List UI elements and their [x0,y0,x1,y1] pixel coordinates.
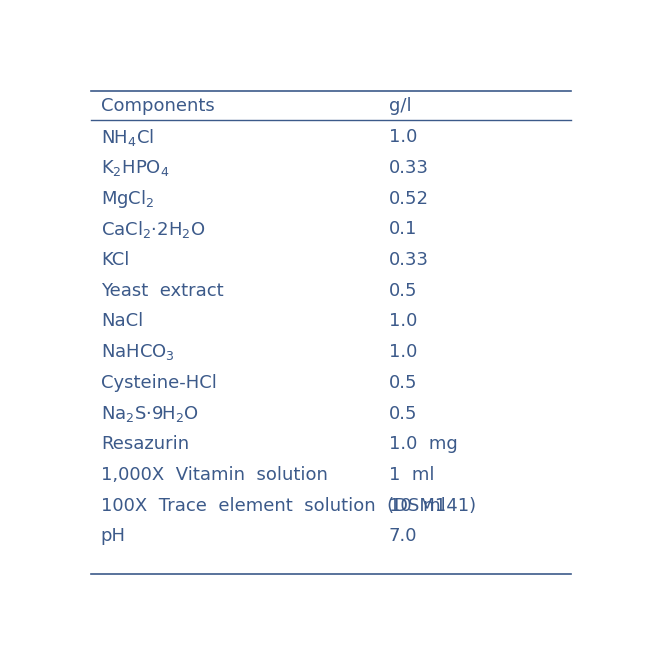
Text: CaCl$_2$·2H$_2$O: CaCl$_2$·2H$_2$O [101,219,205,240]
Text: 7.0: 7.0 [389,527,417,546]
Text: Cysteine-HCl: Cysteine-HCl [101,374,216,392]
Text: NH$_4$Cl: NH$_4$Cl [101,126,154,148]
Text: MgCl$_2$: MgCl$_2$ [101,187,154,210]
Text: 1.0: 1.0 [389,128,417,146]
Text: 1.0: 1.0 [389,312,417,331]
Text: 0.33: 0.33 [389,159,429,177]
Text: 0.33: 0.33 [389,251,429,269]
Text: 1.0: 1.0 [389,343,417,361]
Text: 1.0  mg: 1.0 mg [389,436,457,453]
Text: 0.52: 0.52 [389,189,429,208]
Text: Yeast  extract: Yeast extract [101,282,224,299]
Text: NaCl: NaCl [101,312,143,331]
Text: 1,000X  Vitamin  solution: 1,000X Vitamin solution [101,466,328,484]
Text: 100X  Trace  element  solution  (DSM141): 100X Trace element solution (DSM141) [101,497,476,515]
Text: Components: Components [101,97,214,115]
Text: K$_2$HPO$_4$: K$_2$HPO$_4$ [101,158,169,178]
Text: pH: pH [101,527,126,546]
Text: 0.5: 0.5 [389,374,417,392]
Text: g/l: g/l [389,97,412,115]
Text: 0.1: 0.1 [389,220,417,238]
Text: 1  ml: 1 ml [389,466,434,484]
Text: KCl: KCl [101,251,129,269]
Text: 0.5: 0.5 [389,282,417,299]
Text: 10  ml: 10 ml [389,497,445,515]
Text: NaHCO$_3$: NaHCO$_3$ [101,342,174,362]
Text: 0.5: 0.5 [389,405,417,422]
Text: Resazurin: Resazurin [101,436,189,453]
Text: Na$_2$S·9H$_2$O: Na$_2$S·9H$_2$O [101,404,198,424]
